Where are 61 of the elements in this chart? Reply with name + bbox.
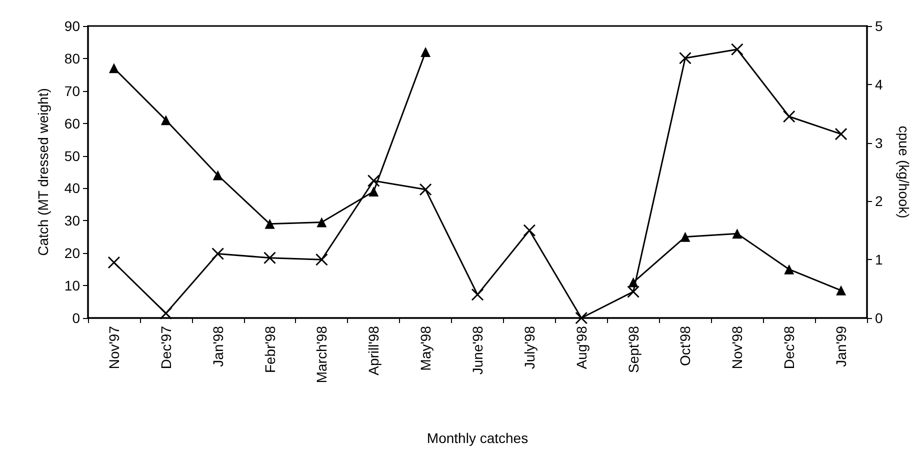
point (316, 217, 327, 228)
point (628, 277, 638, 288)
point (627, 285, 640, 298)
y-tick-label: 30 (64, 212, 80, 229)
point (575, 312, 588, 324)
x-tick-label: Dec'97 (158, 326, 174, 370)
y-tick-label: 20 (64, 245, 80, 262)
y-tick-label: 80 (64, 50, 80, 66)
point (367, 174, 380, 188)
point (264, 218, 275, 229)
y-axis-title: Catch (MT dressed weight) (35, 88, 51, 256)
x-tick-label: June'98 (470, 326, 486, 375)
y2-tick-label: 0 (875, 310, 883, 326)
point (108, 256, 120, 269)
y2-tick-label: 4 (875, 76, 883, 92)
point (834, 128, 848, 140)
x-tick-label: Nov'97 (106, 326, 122, 370)
point (264, 252, 276, 264)
x-tick-label: Febr'98 (262, 326, 278, 374)
y2-tick-label: 3 (875, 134, 883, 151)
x-tick-label: March'98 (314, 326, 330, 384)
point (680, 232, 690, 242)
point (160, 307, 172, 320)
point (471, 288, 484, 301)
x-tick-label: Oct'98 (677, 326, 694, 366)
y-tick-label: 70 (64, 82, 80, 99)
x-tick-label: Sept'98 (625, 326, 642, 374)
x-tick-label: Jan'99 (833, 326, 850, 367)
y-tick-label: 10 (64, 278, 80, 294)
x-tick-label: Aug'98 (573, 326, 590, 370)
point (160, 115, 171, 126)
y-tick-label: 60 (64, 115, 80, 132)
point (836, 285, 846, 296)
x-tick-label: May'98 (418, 326, 434, 371)
point (730, 43, 744, 56)
y2-axis-title: cpue (kg/hook) (896, 126, 912, 218)
y-tick-label: 40 (64, 180, 80, 196)
x-tick-label: Jan'98 (210, 326, 226, 367)
point (419, 183, 432, 196)
y2-tick-label: 1 (875, 252, 883, 268)
point (678, 52, 692, 64)
y2-tick-label: 5 (875, 18, 883, 34)
point (108, 63, 119, 74)
point (523, 224, 536, 237)
point (212, 248, 224, 260)
y-tick-label: 50 (64, 148, 80, 164)
x-tick-label: Dec'98 (781, 326, 798, 370)
x-axis-title: Monthly catches (426, 430, 528, 446)
y-tick-label: 0 (72, 310, 80, 326)
point (315, 253, 328, 266)
point (368, 186, 379, 196)
y2-tick-label: 2 (875, 193, 883, 210)
point (212, 170, 223, 180)
point (782, 110, 796, 123)
x-tick-label: Aprill'98 (366, 326, 382, 376)
y-tick-label: 90 (64, 18, 80, 34)
point (784, 264, 794, 274)
x-tick-label: July'98 (521, 326, 538, 370)
x-tick-label: Nov'98 (729, 326, 746, 370)
point (420, 46, 431, 57)
point (732, 228, 742, 239)
